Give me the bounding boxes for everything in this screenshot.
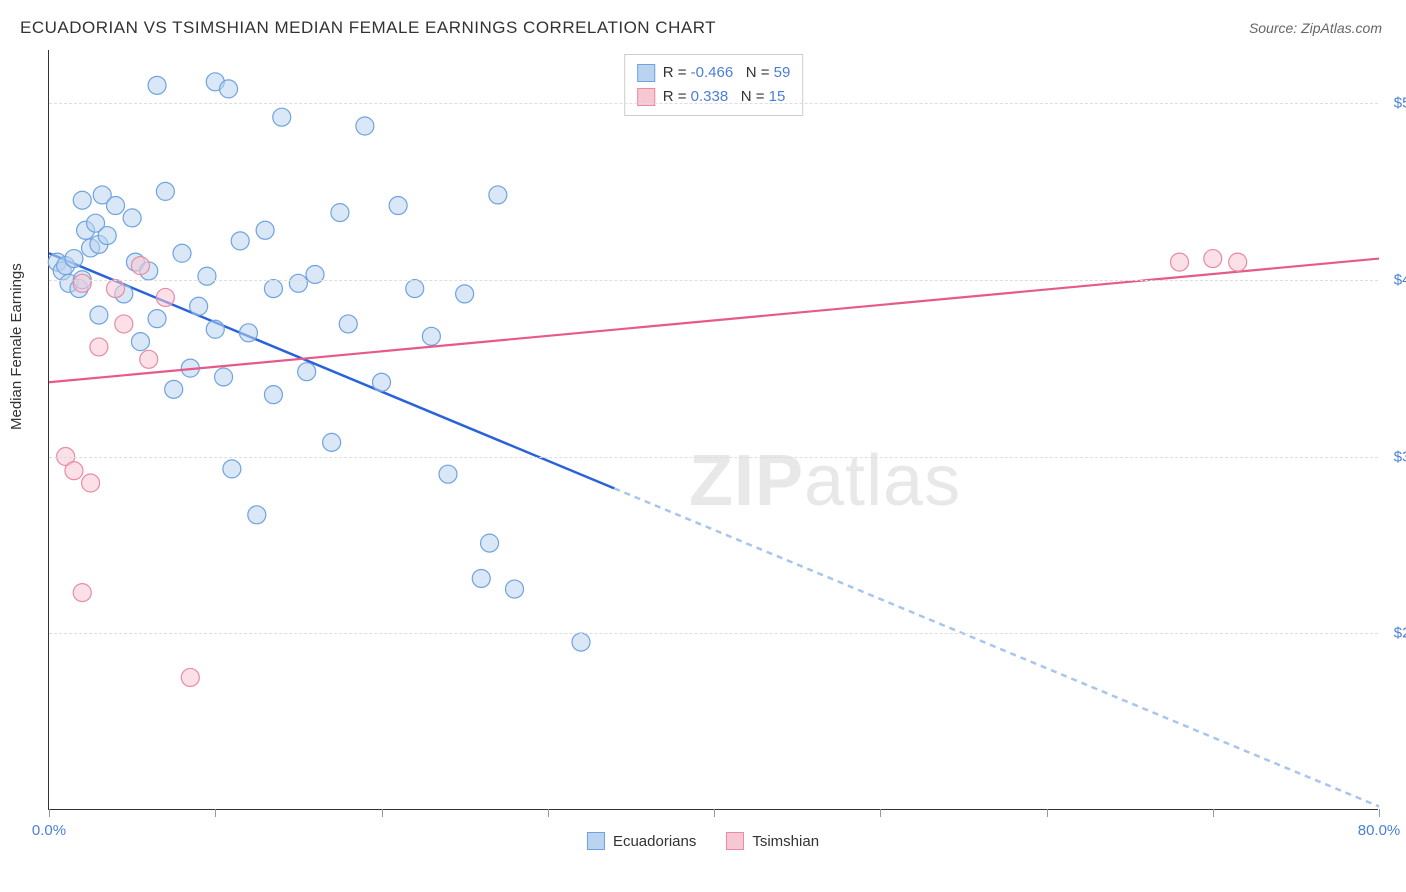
data-point — [173, 244, 191, 262]
data-point — [456, 285, 474, 303]
data-point — [273, 108, 291, 126]
data-point — [82, 474, 100, 492]
x-tick-label: 0.0% — [32, 822, 66, 839]
data-point — [148, 76, 166, 94]
data-point — [439, 465, 457, 483]
data-point — [165, 380, 183, 398]
x-tick — [714, 809, 715, 817]
data-point — [422, 327, 440, 345]
data-point — [223, 460, 241, 478]
data-point — [256, 221, 274, 239]
x-tick — [49, 809, 50, 817]
data-point — [131, 257, 149, 275]
legend-swatch — [587, 832, 605, 850]
data-point — [373, 373, 391, 391]
legend-item: Ecuadorians — [587, 832, 696, 850]
data-point — [107, 197, 125, 215]
chart-svg — [49, 50, 1378, 809]
data-point — [73, 274, 91, 292]
stats-text: R = 0.338 N = 15 — [663, 85, 786, 109]
data-point — [90, 338, 108, 356]
data-point — [240, 324, 258, 342]
data-point — [220, 80, 238, 98]
stats-text: R = -0.466 N = 59 — [663, 61, 791, 85]
legend-swatch — [637, 64, 655, 82]
data-point — [472, 569, 490, 587]
grid-line — [49, 633, 1378, 634]
data-point — [289, 274, 307, 292]
data-point — [90, 306, 108, 324]
data-point — [115, 315, 133, 333]
data-point — [148, 310, 166, 328]
data-point — [215, 368, 233, 386]
data-point — [481, 534, 499, 552]
bottom-legend: Ecuadorians Tsimshian — [587, 832, 819, 850]
data-point — [198, 267, 216, 285]
source-label: Source: ZipAtlas.com — [1249, 20, 1382, 36]
legend-item: Tsimshian — [726, 832, 819, 850]
regression-line — [49, 253, 614, 488]
data-point — [181, 668, 199, 686]
regression-line-dashed — [614, 488, 1379, 806]
x-tick — [215, 809, 216, 817]
data-point — [331, 204, 349, 222]
data-point — [131, 333, 149, 351]
data-point — [123, 209, 141, 227]
y-axis-label: Median Female Earnings — [8, 263, 25, 430]
data-point — [1171, 253, 1189, 271]
data-point — [65, 250, 83, 268]
data-point — [73, 191, 91, 209]
legend-label: Tsimshian — [752, 833, 819, 850]
data-point — [389, 197, 407, 215]
data-point — [298, 363, 316, 381]
x-tick — [1379, 809, 1380, 817]
x-tick — [1213, 809, 1214, 817]
data-point — [406, 280, 424, 298]
legend-label: Ecuadorians — [613, 833, 696, 850]
x-tick — [548, 809, 549, 817]
data-point — [190, 297, 208, 315]
data-point — [65, 462, 83, 480]
x-tick — [382, 809, 383, 817]
data-point — [1229, 253, 1247, 271]
x-tick-label: 80.0% — [1358, 822, 1401, 839]
data-point — [73, 584, 91, 602]
x-tick — [880, 809, 881, 817]
data-point — [1204, 250, 1222, 268]
data-point — [231, 232, 249, 250]
plot-area: ZIPatlas R = -0.466 N = 59R = 0.338 N = … — [48, 50, 1378, 810]
y-tick-label: $50,000 — [1384, 95, 1406, 112]
data-point — [156, 182, 174, 200]
data-point — [248, 506, 266, 524]
chart-title: ECUADORIAN VS TSIMSHIAN MEDIAN FEMALE EA… — [20, 18, 716, 38]
data-point — [156, 288, 174, 306]
grid-line — [49, 457, 1378, 458]
data-point — [356, 117, 374, 135]
grid-line — [49, 103, 1378, 104]
stats-legend: R = -0.466 N = 59R = 0.338 N = 15 — [624, 54, 804, 116]
stats-row: R = 0.338 N = 15 — [637, 85, 791, 109]
data-point — [264, 386, 282, 404]
data-point — [206, 320, 224, 338]
legend-swatch — [726, 832, 744, 850]
data-point — [140, 350, 158, 368]
data-point — [489, 186, 507, 204]
grid-line — [49, 280, 1378, 281]
data-point — [339, 315, 357, 333]
y-tick-label: $30,000 — [1384, 448, 1406, 465]
y-tick-label: $20,000 — [1384, 625, 1406, 642]
stats-row: R = -0.466 N = 59 — [637, 61, 791, 85]
data-point — [506, 580, 524, 598]
data-point — [572, 633, 590, 651]
data-point — [98, 227, 116, 245]
data-point — [107, 280, 125, 298]
regression-line — [49, 259, 1379, 383]
x-tick — [1047, 809, 1048, 817]
data-point — [323, 433, 341, 451]
data-point — [264, 280, 282, 298]
y-tick-label: $40,000 — [1384, 271, 1406, 288]
